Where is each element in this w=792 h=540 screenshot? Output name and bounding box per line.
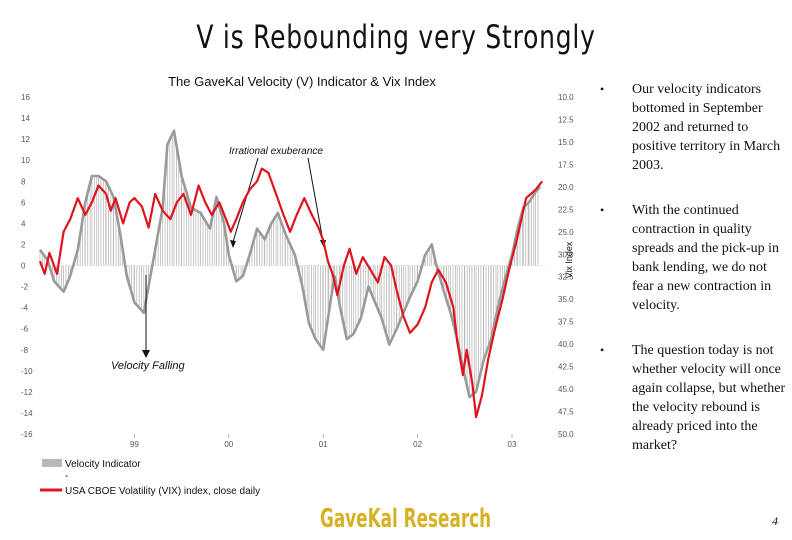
y-right-tick-label: 42.5 (558, 363, 574, 372)
x-tick-label: 01 (319, 440, 328, 449)
chart-title: The GaveKal Velocity (V) Indicator & Vix… (168, 74, 436, 89)
chart-svg: The GaveKal Velocity (V) Indicator & Vix… (21, 74, 574, 497)
y-right-axis: 10.0 12.5 15.0 17.5 20.0 22.5 25.0 30.0 32.5 35.0… (558, 93, 574, 439)
bullet-item: • Our velocity indicators bottomed in Se… (600, 80, 790, 175)
annotation-arrow-left (232, 157, 259, 243)
y-right-tick-label: 30.0 (558, 250, 574, 259)
legend-separator: - (65, 471, 68, 482)
bullet-text: The question today is not whether veloci… (632, 343, 786, 453)
y-left-tick-label: -12 (21, 388, 33, 397)
x-tick-label: 00 (224, 440, 233, 449)
legend-vix-label: USA CBOE Volatility (VIX) index, close d… (65, 486, 260, 497)
x-tick-label: 02 (413, 440, 422, 449)
bullet-marker: • (600, 82, 605, 96)
x-axis: 99 00 01 02 03 (130, 434, 517, 449)
y-right-tick-label: 17.5 (558, 160, 574, 169)
footer-brand-logo: GaveKal Research (320, 504, 492, 534)
bullet-marker: • (600, 203, 605, 217)
x-tick-label: 99 (130, 440, 139, 449)
velocity-bars (38, 129, 542, 399)
y-right-tick-label: 12.5 (558, 115, 574, 124)
legend-velocity-swatch (42, 459, 62, 467)
y-left-tick-label: -6 (21, 325, 29, 334)
y-right-axis-label: Vix Index (564, 241, 574, 278)
y-left-tick-label: -10 (21, 367, 33, 376)
y-right-tick-label: 47.5 (558, 408, 574, 417)
annotation-irrational-exuberance: Irrational exuberance (229, 146, 323, 157)
y-right-tick-label: 20.0 (558, 183, 574, 192)
velocity-falling-arrowhead (142, 350, 150, 358)
page-number: 4 (772, 514, 778, 528)
y-left-axis: 16 14 12 10 8 6 4 2 0 -2 -4 -6 -8 -10 -12 -14 -16 (21, 93, 33, 439)
y-left-tick-label: -8 (21, 346, 29, 355)
slide-title: V is Rebounding very Strongly (196, 18, 596, 56)
y-left-tick-label: 8 (21, 177, 26, 186)
y-right-tick-label: 50.0 (558, 430, 574, 439)
y-left-tick-label: -2 (21, 283, 29, 292)
y-left-tick-label: -4 (21, 304, 29, 313)
annotation-arrowhead-left (230, 240, 236, 248)
bullet-item: • With the continued contraction in qual… (600, 201, 790, 315)
y-right-tick-label: 35.0 (558, 295, 574, 304)
y-right-tick-label: 10.0 (558, 93, 574, 102)
y-left-tick-label: -14 (21, 409, 33, 418)
vix-line (38, 167, 544, 419)
annotation-velocity-falling: Velocity Falling (111, 360, 185, 372)
velocity-line (38, 129, 542, 399)
bullet-text: With the continued contraction in qualit… (632, 203, 779, 313)
y-left-tick-label: 2 (21, 240, 26, 249)
y-right-tick-label: 25.0 (558, 228, 574, 237)
y-left-tick-label: 16 (21, 93, 30, 102)
y-left-tick-label: 6 (21, 198, 26, 207)
velocity-vix-chart: The GaveKal Velocity (V) Indicator & Vix… (20, 68, 595, 498)
y-right-tick-label: 22.5 (558, 205, 574, 214)
y-left-tick-label: 4 (21, 219, 26, 228)
bullet-item: • The question today is not whether velo… (600, 341, 790, 455)
y-right-tick-label: 40.0 (558, 340, 574, 349)
annotation-arrow-right (307, 157, 324, 242)
legend-velocity-label: Velocity Indicator (65, 459, 141, 470)
bullet-list: • Our velocity indicators bottomed in Se… (600, 80, 790, 481)
y-right-tick-label: 32.5 (558, 273, 574, 282)
y-left-tick-label: 12 (21, 135, 30, 144)
y-left-tick-label: 14 (21, 114, 30, 123)
y-right-tick-label: 45.0 (558, 385, 574, 394)
y-right-tick-label: 37.5 (558, 318, 574, 327)
y-left-tick-label: -16 (21, 430, 33, 439)
y-right-tick-label: 15.0 (558, 138, 574, 147)
y-left-tick-label: 0 (21, 262, 26, 271)
bullet-text: Our velocity indicators bottomed in Sept… (632, 82, 781, 173)
bullet-marker: • (600, 343, 605, 357)
x-tick-label: 03 (508, 440, 517, 449)
y-left-tick-label: 10 (21, 156, 30, 165)
